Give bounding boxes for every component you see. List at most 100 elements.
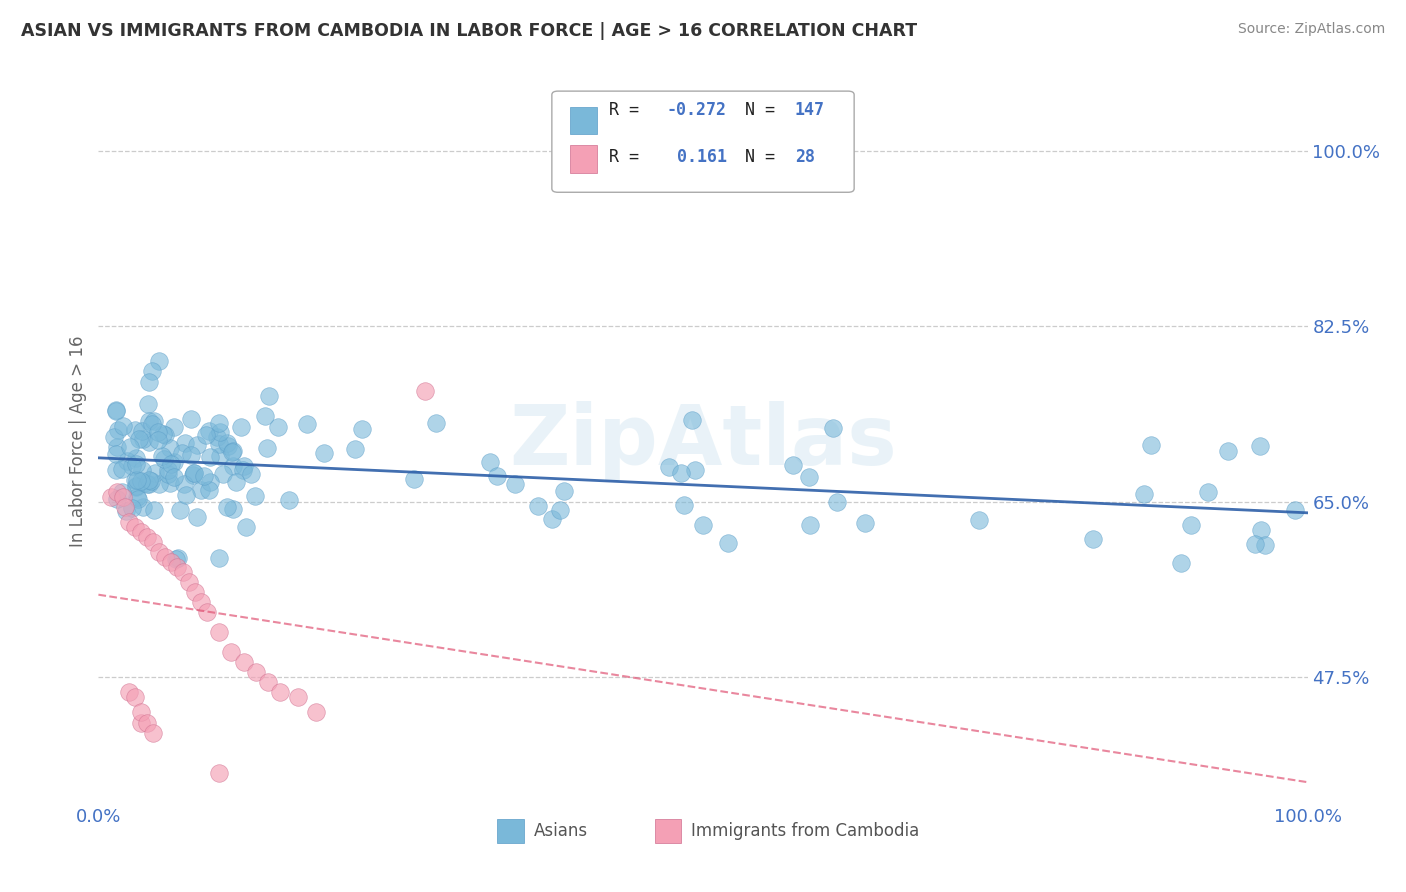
Point: [479, 455, 502, 469]
Point: [1139, 438, 1161, 452]
Point: [128, 432, 150, 446]
Point: [232, 463, 254, 477]
Point: [235, 520, 257, 534]
Point: [163, 454, 186, 468]
Point: [129, 474, 152, 488]
Text: 147: 147: [794, 101, 825, 119]
Point: [146, 433, 169, 447]
Point: [136, 397, 159, 411]
Point: [658, 460, 681, 475]
Point: [853, 516, 876, 530]
Point: [129, 715, 152, 730]
Point: [186, 438, 208, 452]
Text: 0.161: 0.161: [666, 147, 727, 166]
Text: N =: N =: [724, 147, 785, 166]
Point: [194, 428, 217, 442]
Point: [100, 490, 122, 504]
Point: [153, 428, 176, 442]
Point: [129, 524, 152, 539]
Point: [121, 458, 143, 473]
Point: [553, 484, 575, 499]
Text: Immigrants from Cambodia: Immigrants from Cambodia: [690, 822, 920, 840]
Point: [256, 675, 278, 690]
Point: [166, 550, 188, 565]
Point: [132, 500, 155, 514]
Point: [669, 466, 692, 480]
Point: [239, 467, 262, 481]
Point: [243, 489, 266, 503]
Point: [127, 492, 149, 507]
Point: [105, 440, 128, 454]
Point: [111, 490, 134, 504]
Point: [183, 466, 205, 480]
Point: [141, 364, 163, 378]
Text: -0.272: -0.272: [666, 101, 727, 119]
Point: [169, 503, 191, 517]
Point: [269, 685, 291, 699]
Point: [190, 483, 212, 497]
Point: [257, 389, 280, 403]
Point: [211, 467, 233, 482]
Point: [105, 491, 128, 506]
Point: [716, 535, 738, 549]
Point: [104, 403, 127, 417]
Point: [215, 436, 238, 450]
Point: [157, 463, 180, 477]
Point: [124, 423, 146, 437]
Text: R =: R =: [609, 101, 648, 119]
Point: [121, 500, 143, 515]
Point: [208, 765, 231, 780]
Text: Asians: Asians: [534, 822, 588, 840]
Point: [486, 469, 509, 483]
Point: [295, 417, 318, 432]
Point: [159, 442, 181, 456]
Point: [672, 498, 695, 512]
Point: [222, 443, 245, 458]
Point: [125, 480, 148, 494]
Point: [114, 500, 136, 514]
Point: [1250, 523, 1272, 537]
Point: [103, 430, 125, 444]
Point: [136, 476, 159, 491]
Point: [118, 440, 141, 454]
Point: [683, 463, 706, 477]
Point: [267, 420, 290, 434]
Point: [111, 462, 134, 476]
Point: [173, 435, 195, 450]
Y-axis label: In Labor Force | Age > 16: In Labor Force | Age > 16: [69, 335, 87, 548]
Text: ASIAN VS IMMIGRANTS FROM CAMBODIA IN LABOR FORCE | AGE > 16 CORRELATION CHART: ASIAN VS IMMIGRANTS FROM CAMBODIA IN LAB…: [21, 22, 917, 40]
Point: [115, 454, 138, 468]
Point: [111, 418, 134, 433]
Point: [198, 483, 221, 497]
Point: [245, 665, 267, 680]
Point: [127, 490, 149, 504]
Point: [404, 472, 426, 486]
Point: [174, 488, 197, 502]
Point: [104, 447, 127, 461]
Text: Source: ZipAtlas.com: Source: ZipAtlas.com: [1237, 22, 1385, 37]
Point: [287, 690, 309, 705]
Point: [217, 500, 239, 514]
Point: [125, 457, 148, 471]
Point: [138, 434, 160, 449]
Point: [165, 551, 187, 566]
Point: [1249, 439, 1271, 453]
Text: ZipAtlas: ZipAtlas: [509, 401, 897, 482]
FancyBboxPatch shape: [569, 145, 596, 173]
Point: [138, 473, 160, 487]
Point: [138, 375, 160, 389]
Point: [221, 445, 243, 459]
Point: [118, 515, 141, 529]
Point: [148, 477, 170, 491]
Point: [172, 565, 194, 579]
Point: [232, 655, 254, 669]
Point: [146, 425, 169, 439]
Point: [344, 442, 367, 457]
Point: [138, 413, 160, 427]
Point: [208, 625, 231, 640]
Point: [160, 555, 183, 569]
Point: [692, 517, 714, 532]
Point: [162, 470, 184, 484]
Point: [413, 384, 436, 399]
Point: [170, 446, 193, 460]
